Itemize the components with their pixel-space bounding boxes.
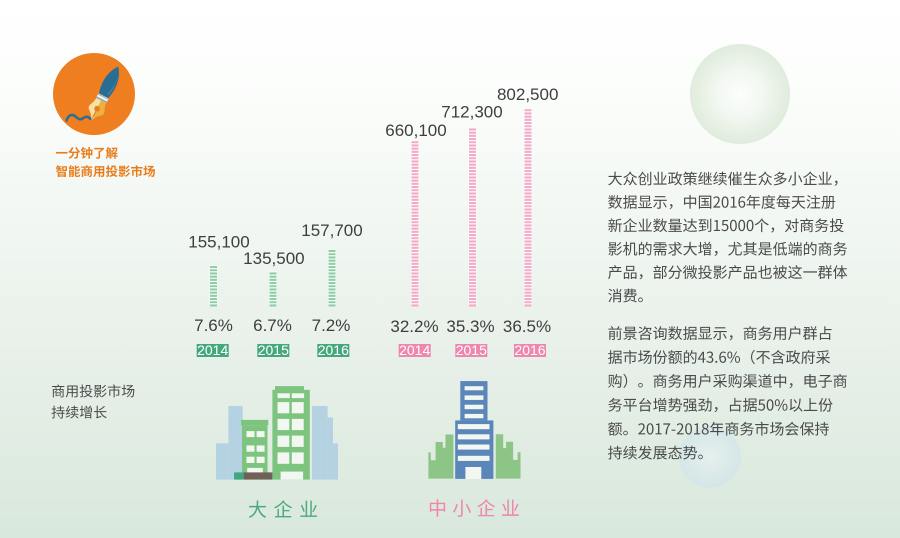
svg-text:2014: 2014 [399, 342, 430, 358]
svg-text:2016: 2016 [318, 342, 349, 358]
svg-text:157,700: 157,700 [301, 221, 362, 240]
svg-text:802,500: 802,500 [497, 85, 558, 104]
svg-text:7.2%: 7.2% [312, 316, 351, 335]
svg-text:35.3%: 35.3% [446, 317, 494, 336]
svg-text:660,100: 660,100 [385, 121, 446, 140]
svg-text:32.2%: 32.2% [390, 317, 438, 336]
svg-text:6.7%: 6.7% [253, 316, 292, 335]
svg-text:2015: 2015 [258, 342, 289, 358]
svg-text:7.6%: 7.6% [194, 316, 233, 335]
svg-text:712,300: 712,300 [441, 103, 502, 122]
svg-text:2016: 2016 [514, 342, 545, 358]
svg-text:2015: 2015 [456, 342, 487, 358]
svg-text:2014: 2014 [197, 342, 228, 358]
svg-text:155,100: 155,100 [188, 232, 249, 251]
svg-text:135,500: 135,500 [243, 249, 304, 268]
svg-text:36.5%: 36.5% [503, 317, 551, 336]
